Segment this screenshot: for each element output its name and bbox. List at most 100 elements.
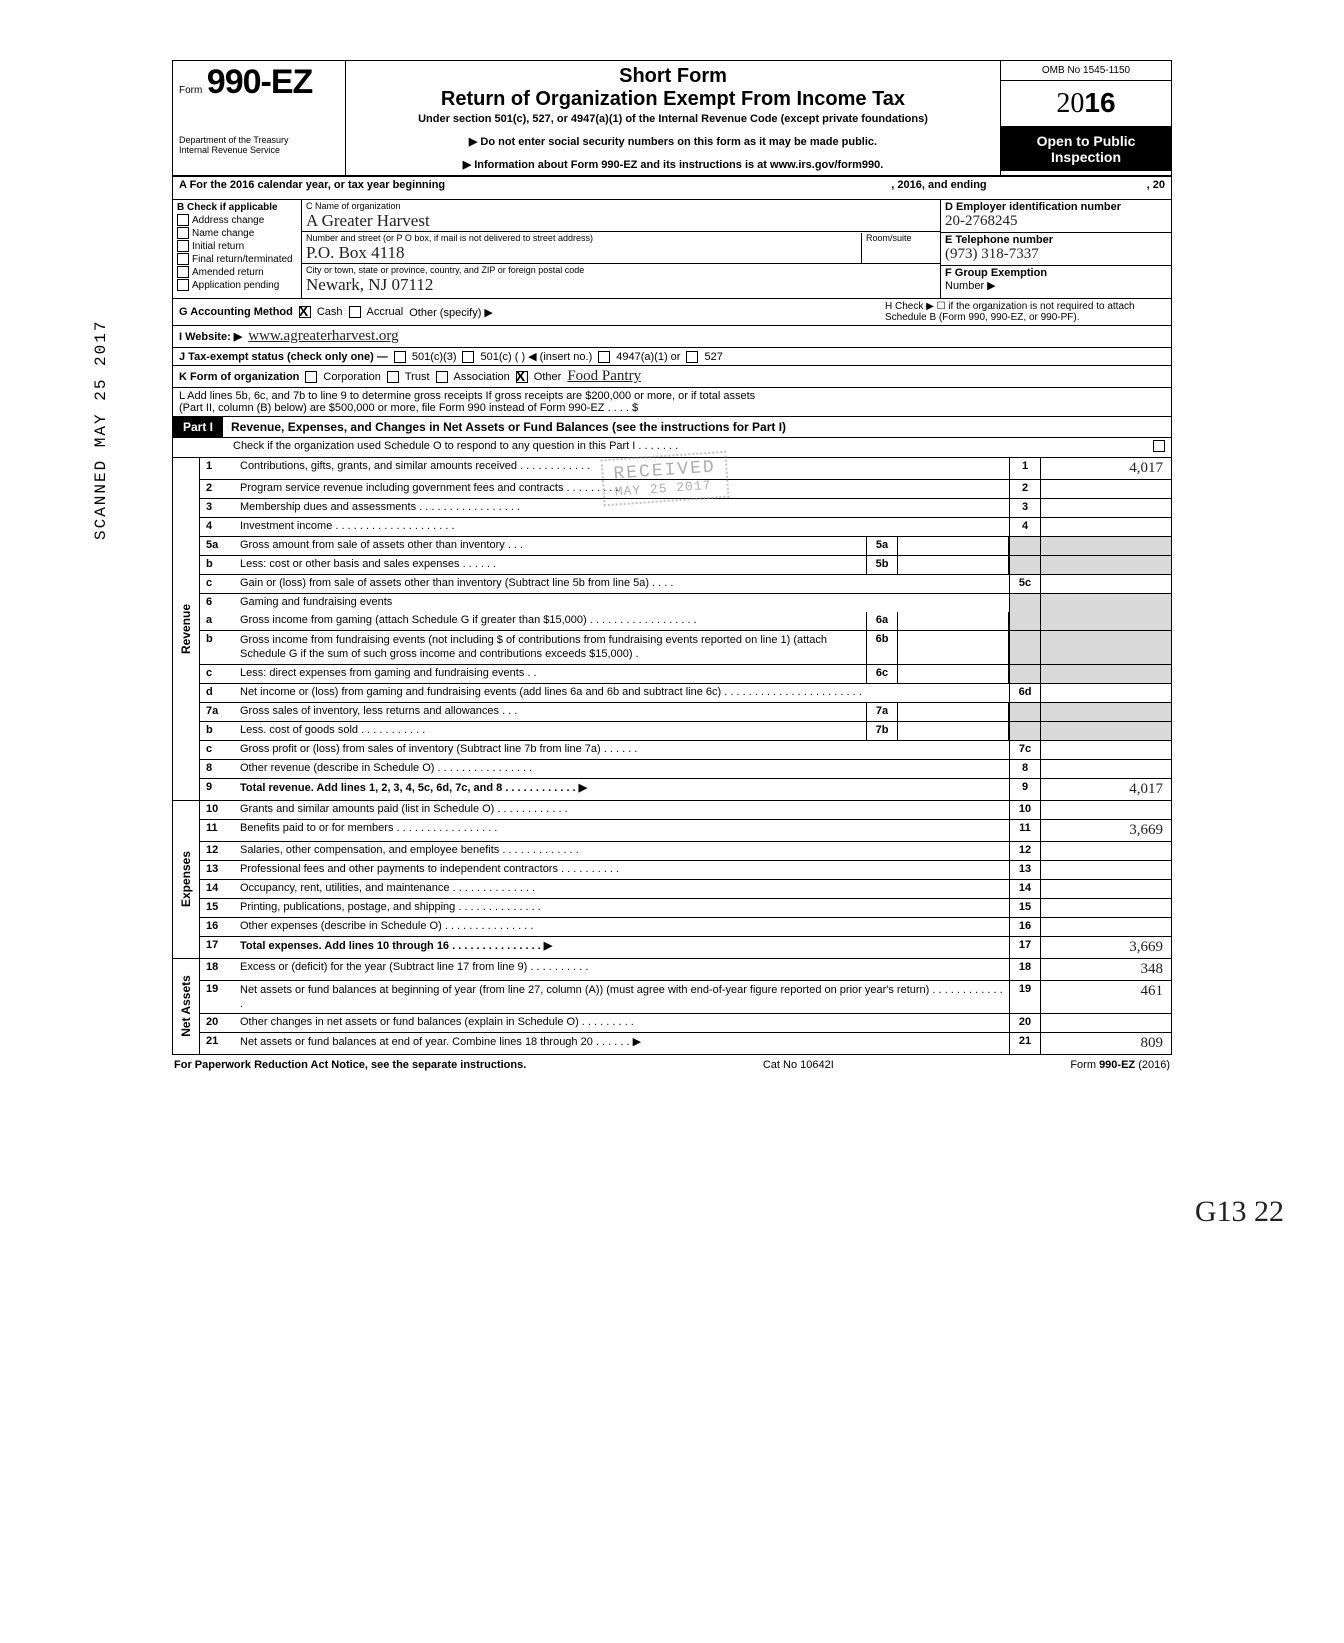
line-16: 16Other expenses (describe in Schedule O… [200,918,1171,937]
chk-amended[interactable] [177,266,189,278]
row-a-tax-year: A For the 2016 calendar year, or tax yea… [172,177,1172,200]
revenue-section: Revenue 1Contributions, gifts, grants, a… [172,458,1172,801]
net-assets-section: Net Assets 18Excess or (deficit) for the… [172,959,1172,1056]
row-j-tax-exempt: J Tax-exempt status (check only one) — 5… [172,348,1172,366]
row-k-form-org: K Form of organization Corporation Trust… [172,366,1172,388]
c-city-value[interactable]: Newark, NJ 07112 [306,275,936,295]
line-6a: aGross income from gaming (attach Schedu… [200,612,1171,631]
line-18: 18Excess or (deficit) for the year (Subt… [200,959,1171,981]
scanned-sidebar-stamp: SCANNED MAY 25 2017 [92,320,110,540]
c-addr-value[interactable]: P.O. Box 4118 [306,243,861,263]
col-de: D Employer identification number 20-2768… [941,200,1171,298]
chk-address-change[interactable] [177,214,189,226]
line-14: 14Occupancy, rent, utilities, and mainte… [200,880,1171,899]
chk-501c[interactable] [462,351,474,363]
chk-final-return[interactable] [177,253,189,265]
c-name-label: C Name of organization [306,201,936,211]
lbl-accrual: Accrual [367,306,404,318]
l-line-2: (Part II, column (B) below) are $500,000… [179,402,1165,414]
line-2: 2Program service revenue including gover… [200,480,1171,499]
c-addr-label: Number and street (or P O box, if mail i… [306,233,861,243]
lbl-527: 527 [704,351,722,363]
chk-4947[interactable] [598,351,610,363]
k-label: K Form of organization [179,371,299,383]
line-6b: bGross income from fundraising events (n… [200,631,1171,665]
d-ein-label: D Employer identification number [945,201,1167,213]
line-9: 9Total revenue. Add lines 1, 2, 3, 4, 5c… [200,779,1171,800]
warning-line-2: ▶ Information about Form 990-EZ and its … [352,158,994,171]
side-label-net-assets: Net Assets [173,959,200,1055]
line-15: 15Printing, publications, postage, and s… [200,899,1171,918]
chk-initial-return[interactable] [177,240,189,252]
row-a-left: A For the 2016 calendar year, or tax yea… [179,179,445,197]
expenses-section: Expenses 10Grants and similar amounts pa… [172,801,1172,959]
form-word: Form [179,85,202,96]
part-1-title: Revenue, Expenses, and Changes in Net As… [223,417,1171,437]
side-label-revenue: Revenue [173,458,200,800]
line-17: 17Total expenses. Add lines 10 through 1… [200,937,1171,958]
lbl-trust: Trust [405,371,430,383]
c-name-value[interactable]: A Greater Harvest [306,211,936,231]
line-11: 11Benefits paid to or for members . . . … [200,820,1171,842]
row-a-mid: , 2016, and ending [891,179,986,197]
form-990ez: SCANNED MAY 25 2017 Form 990-EZ Departme… [172,60,1172,1075]
chk-association[interactable] [436,371,448,383]
lbl-association: Association [454,371,510,383]
lbl-501c: 501(c) ( ) ◀ (insert no.) [480,350,592,363]
c-city-label: City or town, state or province, country… [306,265,936,275]
chk-accrual[interactable] [349,306,361,318]
header-right-col: OMB No 1545-1150 20201616 Open to Public… [1000,61,1171,175]
open-public-1: Open to Public [1003,133,1169,149]
j-label: J Tax-exempt status (check only one) — [179,351,388,363]
line-7b: bLess. cost of goods sold . . . . . . . … [200,722,1171,741]
lbl-application-pending: Application pending [192,280,279,291]
c-room-label: Room/suite [866,233,936,243]
lbl-other-method: Other (specify) ▶ [409,306,493,319]
chk-other-org[interactable]: X [516,371,528,383]
title-block: Short Form Return of Organization Exempt… [346,61,1000,175]
line-20: 20Other changes in net assets or fund ba… [200,1014,1171,1033]
line-6: 6Gaming and fundraising events [200,594,1171,612]
line-5b: bLess: cost or other basis and sales exp… [200,556,1171,575]
chk-corporation[interactable] [305,371,317,383]
chk-name-change[interactable] [177,227,189,239]
col-b-checkboxes: B Check if applicable Address change Nam… [173,200,302,298]
line-3: 3Membership dues and assessments . . . .… [200,499,1171,518]
line-7a: 7aGross sales of inventory, less returns… [200,703,1171,722]
line-6d: dNet income or (loss) from gaming and fu… [200,684,1171,703]
lbl-corporation: Corporation [323,371,380,383]
chk-527[interactable] [686,351,698,363]
tax-year: 20201616 [1001,81,1171,127]
h-text: H Check ▶ ☐ if the organization is not r… [885,301,1165,323]
k-other-value[interactable]: Food Pantry [567,368,641,385]
title-sub: Under section 501(c), 527, or 4947(a)(1)… [352,113,994,125]
row-i-website: I Website: ▶ www.agreaterharvest.org [172,326,1172,348]
open-public-2: Inspection [1003,149,1169,165]
omb-number: OMB No 1545-1150 [1001,61,1171,81]
e-phone-value[interactable]: (973) 318-7337 [945,246,1167,263]
line-5a: 5aGross amount from sale of assets other… [200,537,1171,556]
chk-cash[interactable]: X [299,306,311,318]
d-ein-value[interactable]: 20-2768245 [945,213,1167,230]
line-21: 21Net assets or fund balances at end of … [200,1033,1171,1054]
form-header: Form 990-EZ Department of the Treasury I… [172,60,1172,177]
line-19: 19Net assets or fund balances at beginni… [200,981,1171,1015]
line-13: 13Professional fees and other payments t… [200,861,1171,880]
part-1-tab: Part I [173,417,223,437]
i-website-value[interactable]: www.agreaterharvest.org [248,328,398,345]
page-footer: For Paperwork Reduction Act Notice, see … [172,1055,1172,1075]
lbl-address-change: Address change [192,215,264,226]
lbl-501c3: 501(c)(3) [412,351,457,363]
row-g-h: G Accounting Method X Cash Accrual Other… [172,299,1172,326]
form-number-block: Form 990-EZ Department of the Treasury I… [173,61,346,175]
line-1: 1Contributions, gifts, grants, and simil… [200,458,1171,480]
chk-schedule-o-part1[interactable] [1153,440,1165,452]
chk-trust[interactable] [387,371,399,383]
footer-right: Form 990-EZ (2016) [1070,1059,1170,1071]
chk-application-pending[interactable] [177,279,189,291]
lbl-cash: Cash [317,306,343,318]
line-4: 4Investment income . . . . . . . . . . .… [200,518,1171,537]
chk-501c3[interactable] [394,351,406,363]
title-short-form: Short Form [352,65,994,88]
footer-center: Cat No 10642I [763,1059,834,1071]
